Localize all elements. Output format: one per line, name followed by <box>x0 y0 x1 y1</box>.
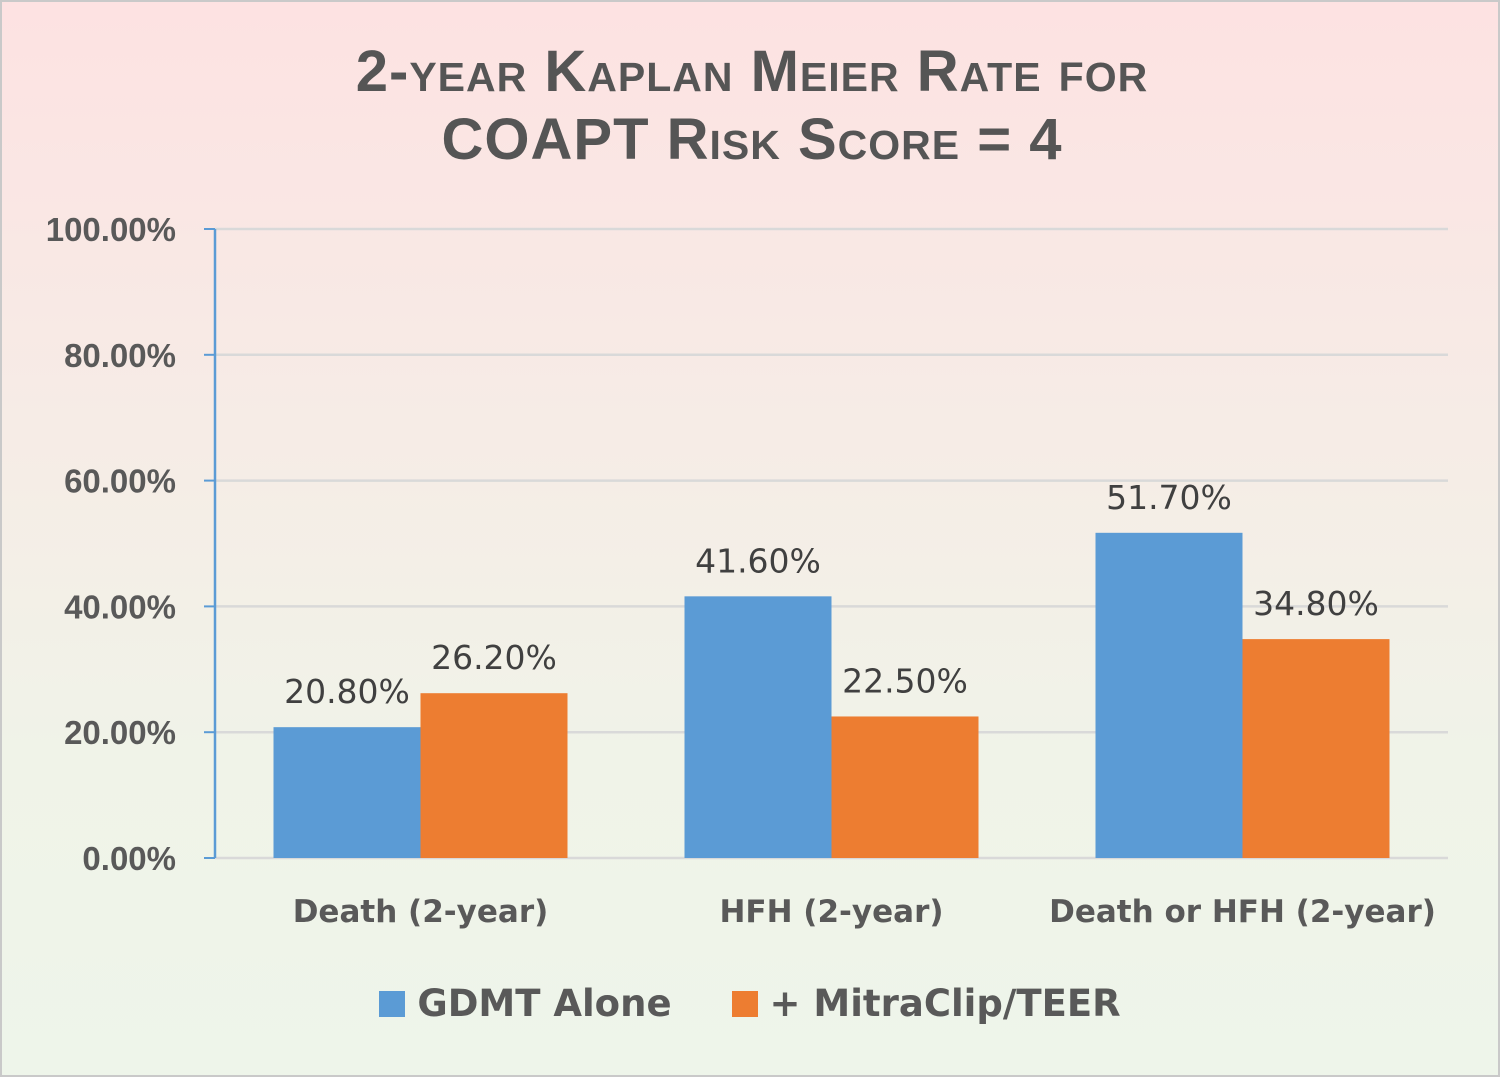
data-label: 22.50% <box>842 661 968 700</box>
bar-mitraclip <box>831 716 979 858</box>
data-label: 51.70% <box>1106 478 1232 517</box>
category-label: Death or HFH (2-year) <box>1049 894 1436 930</box>
data-label: 26.20% <box>431 638 557 677</box>
y-tick-label: 0.00% <box>82 840 176 877</box>
legend: GDMT Alone + MitraClip/TEER <box>0 982 1500 1025</box>
legend-swatch-gdmt <box>379 990 406 1017</box>
category-label: Death (2-year) <box>293 894 549 930</box>
y-tick-label: 60.00% <box>64 463 176 500</box>
bar-mitraclip <box>420 693 568 858</box>
y-tick-label: 80.00% <box>64 337 176 374</box>
y-tick-label: 40.00% <box>64 588 176 625</box>
legend-swatch-mitraclip <box>731 990 758 1017</box>
chart-title-line-1: 2-year Kaplan Meier Rate for <box>355 39 1149 104</box>
chart-title-line-2: COAPT Risk Score = 4 <box>441 107 1063 172</box>
legend-item-mitraclip: + MitraClip/TEER <box>731 982 1121 1025</box>
bar-mitraclip <box>1242 639 1390 858</box>
legend-item-gdmt: GDMT Alone <box>379 982 672 1025</box>
legend-label-mitraclip: + MitraClip/TEER <box>769 982 1121 1025</box>
bar-gdmt <box>684 596 832 858</box>
legend-label-gdmt: GDMT Alone <box>417 982 672 1025</box>
y-tick-label: 100.00% <box>46 211 176 248</box>
data-label: 41.60% <box>695 541 821 580</box>
y-tick-label: 20.00% <box>64 714 176 751</box>
chart-title: 2-year Kaplan Meier Rate for COAPT Risk … <box>2 38 1500 174</box>
data-label: 20.80% <box>284 672 410 711</box>
data-label: 34.80% <box>1253 584 1379 623</box>
bar-gdmt <box>1095 532 1243 858</box>
bar-gdmt <box>273 727 421 858</box>
category-label: HFH (2-year) <box>719 894 943 930</box>
